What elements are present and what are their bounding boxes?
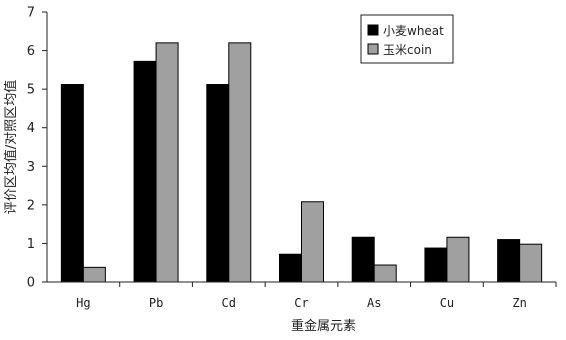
bar-Pb-wheat — [133, 60, 157, 283]
bar-Hg-corn — [82, 266, 106, 283]
bar-Zn-wheat — [497, 239, 521, 283]
legend-swatch — [367, 43, 379, 55]
y-axis-ticks: 0 1 2 3 4 5 6 7 — [27, 6, 47, 291]
legend-box — [360, 14, 454, 64]
bar-Cr-wheat — [279, 253, 302, 283]
bar-As-wheat — [351, 236, 375, 283]
y-tick-label: 0 — [27, 276, 35, 291]
bar-Pb-corn — [155, 42, 179, 283]
x-tick-label: Pb — [149, 296, 163, 310]
y-axis-title: 评价区均值/对照区均值 — [3, 80, 19, 214]
bar-As-corn — [373, 264, 397, 283]
x-tick-label: Cu — [440, 296, 454, 310]
y-tick-label: 6 — [27, 44, 35, 59]
legend-label: 玉米coin — [383, 43, 432, 57]
bar-marks — [60, 42, 543, 283]
x-tick-label: Cr — [294, 296, 308, 310]
y-tick-label: 5 — [27, 83, 35, 98]
y-tick-label: 2 — [27, 198, 35, 213]
x-axis-category-labels: Hg Pb Cd Cr As Cu Zn — [76, 282, 557, 310]
y-tick-label: 7 — [27, 6, 35, 21]
bar-Cd-wheat — [206, 84, 230, 283]
x-axis-title: 重金属元素 — [291, 318, 356, 334]
bar-Cr-corn — [301, 201, 324, 283]
bar-Zn-corn — [519, 243, 543, 283]
y-tick-label: 3 — [27, 160, 35, 175]
bar-Cu-corn — [446, 236, 470, 283]
legend-swatch — [367, 24, 379, 36]
y-tick-label: 1 — [27, 237, 35, 252]
legend-label: 小麦wheat — [383, 24, 444, 38]
bar-Cu-wheat — [424, 247, 448, 283]
x-tick-label: Hg — [76, 296, 90, 310]
bar-Hg-wheat — [60, 84, 84, 283]
x-tick-label: As — [367, 296, 381, 310]
legend: 小麦wheat 玉米coin — [360, 14, 454, 64]
x-tick-label: Cd — [222, 296, 236, 310]
y-tick-label: 4 — [27, 121, 35, 136]
bar-Cd-corn — [228, 42, 252, 283]
x-tick-label: Zn — [512, 296, 526, 310]
